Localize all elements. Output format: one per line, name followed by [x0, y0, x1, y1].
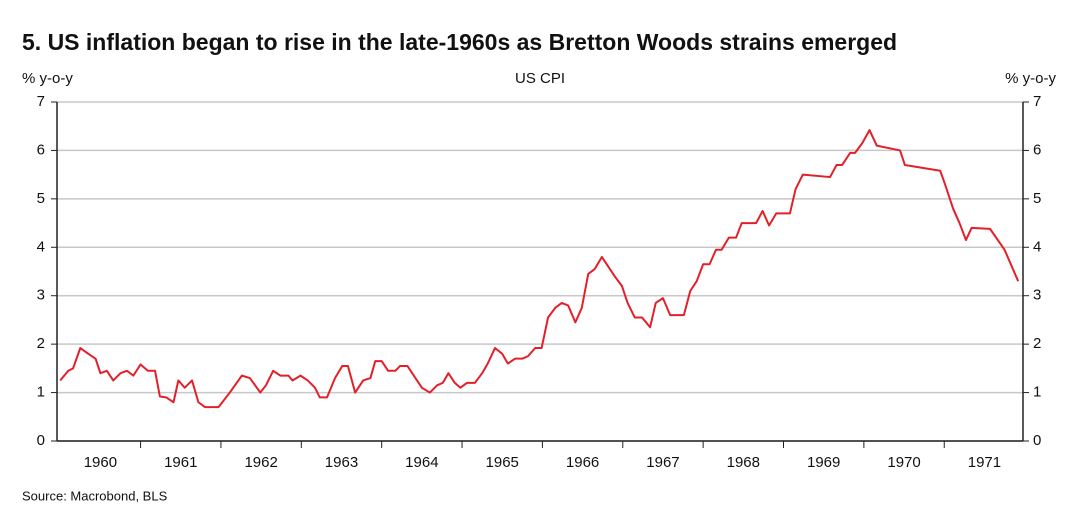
y2-tick-label: 2 — [1033, 335, 1041, 352]
y2-tick-label: 4 — [1033, 238, 1041, 255]
x-tick-label: 1969 — [807, 454, 840, 471]
y2-tick-label: 5 — [1033, 190, 1041, 207]
x-tick-label: 1964 — [405, 454, 438, 471]
x-tick-label: 1967 — [646, 454, 679, 471]
y-tick-label: 0 — [37, 432, 45, 449]
line-series — [59, 129, 1020, 409]
y-tick-label: 5 — [37, 190, 45, 207]
x-tick-label: 1970 — [887, 454, 920, 471]
y-tick-label: 7 — [37, 93, 45, 110]
x-tick-label: 1968 — [727, 454, 760, 471]
chart-subtitle: US CPI — [515, 70, 565, 87]
chart-title: 5. US inflation began to rise in the lat… — [22, 29, 897, 55]
source-note: Source: Macrobond, BLS — [22, 488, 168, 503]
y-axis-label: % y-o-y — [22, 70, 73, 87]
x-tick-label: 1962 — [244, 454, 277, 471]
y-tick-label: 2 — [37, 335, 45, 352]
x-tick-label: 1960 — [84, 454, 117, 471]
y-tick-label: 4 — [37, 238, 45, 255]
y2-axis-label: % y-o-y — [1005, 70, 1056, 87]
x-tick-label: 1971 — [968, 454, 1001, 471]
y-tick-label: 3 — [37, 287, 45, 304]
y2-tick-label: 3 — [1033, 287, 1041, 304]
y2-tick-label: 0 — [1033, 432, 1041, 449]
y2-tick-label: 7 — [1033, 93, 1041, 110]
x-tick-label: 1961 — [164, 454, 197, 471]
y-tick-label: 6 — [37, 141, 45, 158]
y2-tick-label: 6 — [1033, 141, 1041, 158]
y2-tick-label: 1 — [1033, 384, 1041, 401]
x-tick-label: 1963 — [325, 454, 358, 471]
y-tick-label: 1 — [37, 384, 45, 401]
x-tick-label: 1965 — [486, 454, 519, 471]
x-tick-label: 1966 — [566, 454, 599, 471]
